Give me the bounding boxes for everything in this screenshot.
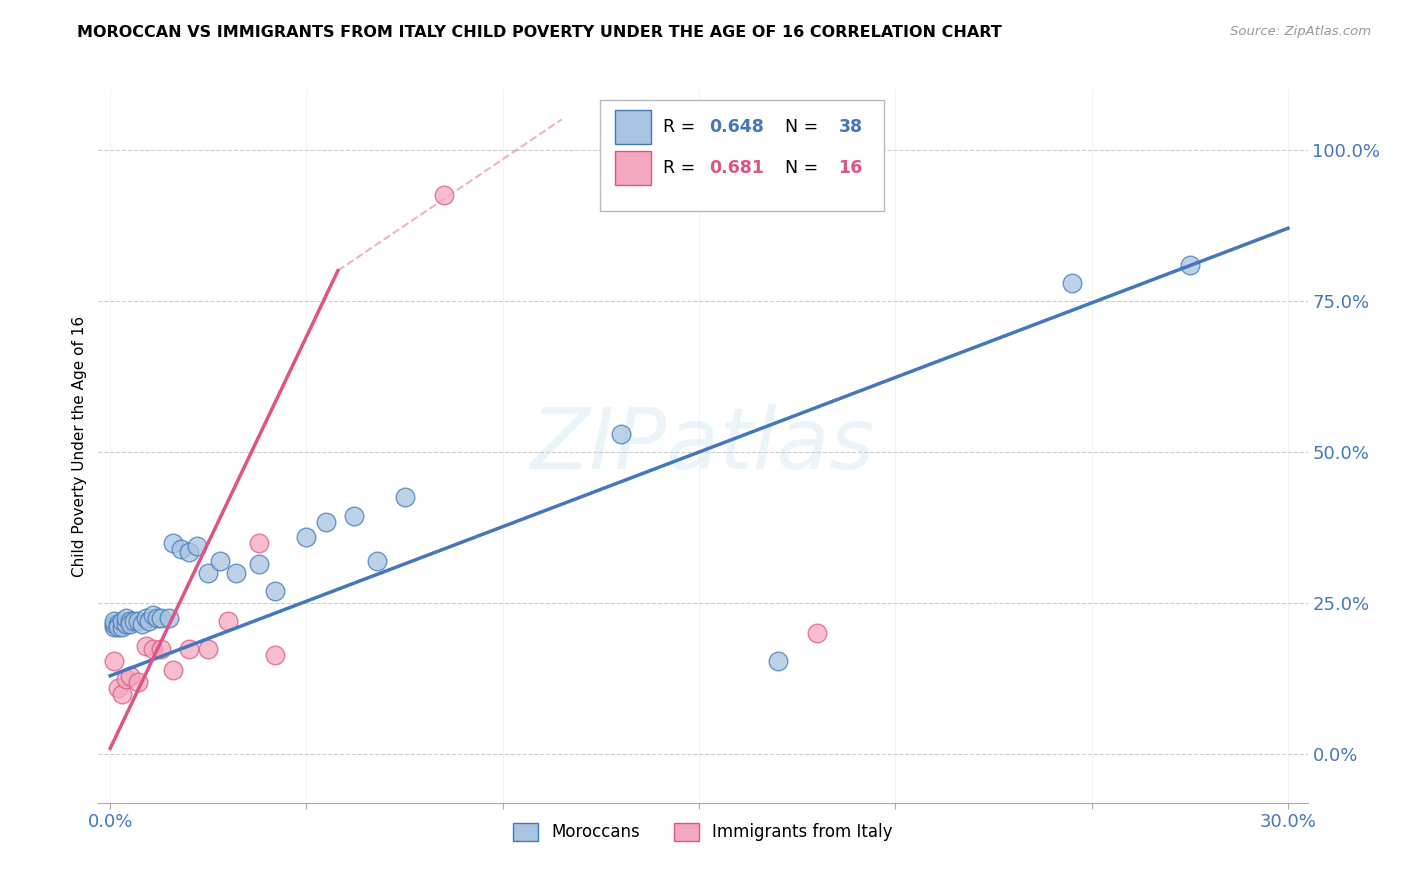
Point [115, 617, 138, 632]
Text: MOROCCAN VS IMMIGRANTS FROM ITALY CHILD POVERTY UNDER THE AGE OF 16 CORRELATION : MOROCCAN VS IMMIGRANTS FROM ITALY CHILD … [77, 25, 1002, 40]
Point [177, 545, 200, 559]
Point [217, 615, 239, 629]
Point [135, 639, 157, 653]
Point [197, 641, 219, 656]
Bar [614, 151, 651, 185]
Point [111, 615, 134, 629]
Point [107, 617, 129, 632]
Text: 38: 38 [838, 118, 862, 136]
Point [766, 654, 789, 668]
Point [103, 654, 125, 668]
Point [135, 611, 157, 625]
Point [103, 615, 125, 629]
Point [107, 620, 129, 634]
Point [177, 641, 200, 656]
Legend: Moroccans, Immigrants from Italy: Moroccans, Immigrants from Italy [506, 816, 900, 848]
Point [247, 557, 270, 571]
Point [115, 672, 138, 686]
Point [1178, 258, 1201, 272]
Point [162, 535, 184, 549]
Point [170, 541, 193, 556]
Point [142, 608, 165, 623]
Point [225, 566, 247, 580]
Point [209, 554, 232, 568]
Point [107, 681, 129, 695]
Point [146, 611, 169, 625]
Point [342, 508, 364, 523]
Text: R =: R = [664, 159, 700, 177]
Point [433, 188, 456, 202]
Point [142, 641, 165, 656]
Point [111, 687, 134, 701]
Point [115, 611, 138, 625]
Point [118, 615, 141, 629]
Point [150, 641, 173, 656]
Point [247, 535, 270, 549]
Point [315, 515, 337, 529]
Point [157, 611, 180, 625]
Point [103, 620, 125, 634]
Text: Source: ZipAtlas.com: Source: ZipAtlas.com [1230, 25, 1371, 38]
Point [111, 620, 134, 634]
Text: N =: N = [775, 159, 824, 177]
Bar [614, 110, 651, 145]
Point [197, 566, 219, 580]
Point [162, 663, 184, 677]
Bar [600, 100, 884, 211]
Text: 16: 16 [838, 159, 863, 177]
Point [186, 539, 208, 553]
Point [122, 615, 145, 629]
Point [264, 648, 287, 662]
Point [1060, 276, 1083, 290]
Point [366, 554, 388, 568]
Text: 0.681: 0.681 [709, 159, 763, 177]
Text: N =: N = [775, 118, 824, 136]
Text: ZIPatlas: ZIPatlas [531, 404, 875, 488]
Y-axis label: Child Poverty Under the Age of 16: Child Poverty Under the Age of 16 [72, 316, 87, 576]
Point [127, 615, 149, 629]
Text: 0.648: 0.648 [709, 118, 763, 136]
Point [118, 669, 141, 683]
Point [295, 530, 318, 544]
Point [150, 611, 173, 625]
Point [806, 626, 828, 640]
Point [131, 617, 153, 632]
Point [103, 617, 125, 632]
Point [609, 426, 631, 441]
Point [394, 491, 416, 505]
Text: R =: R = [664, 118, 700, 136]
Point [118, 617, 141, 632]
Point [127, 674, 149, 689]
Point [138, 615, 160, 629]
Point [264, 584, 287, 599]
